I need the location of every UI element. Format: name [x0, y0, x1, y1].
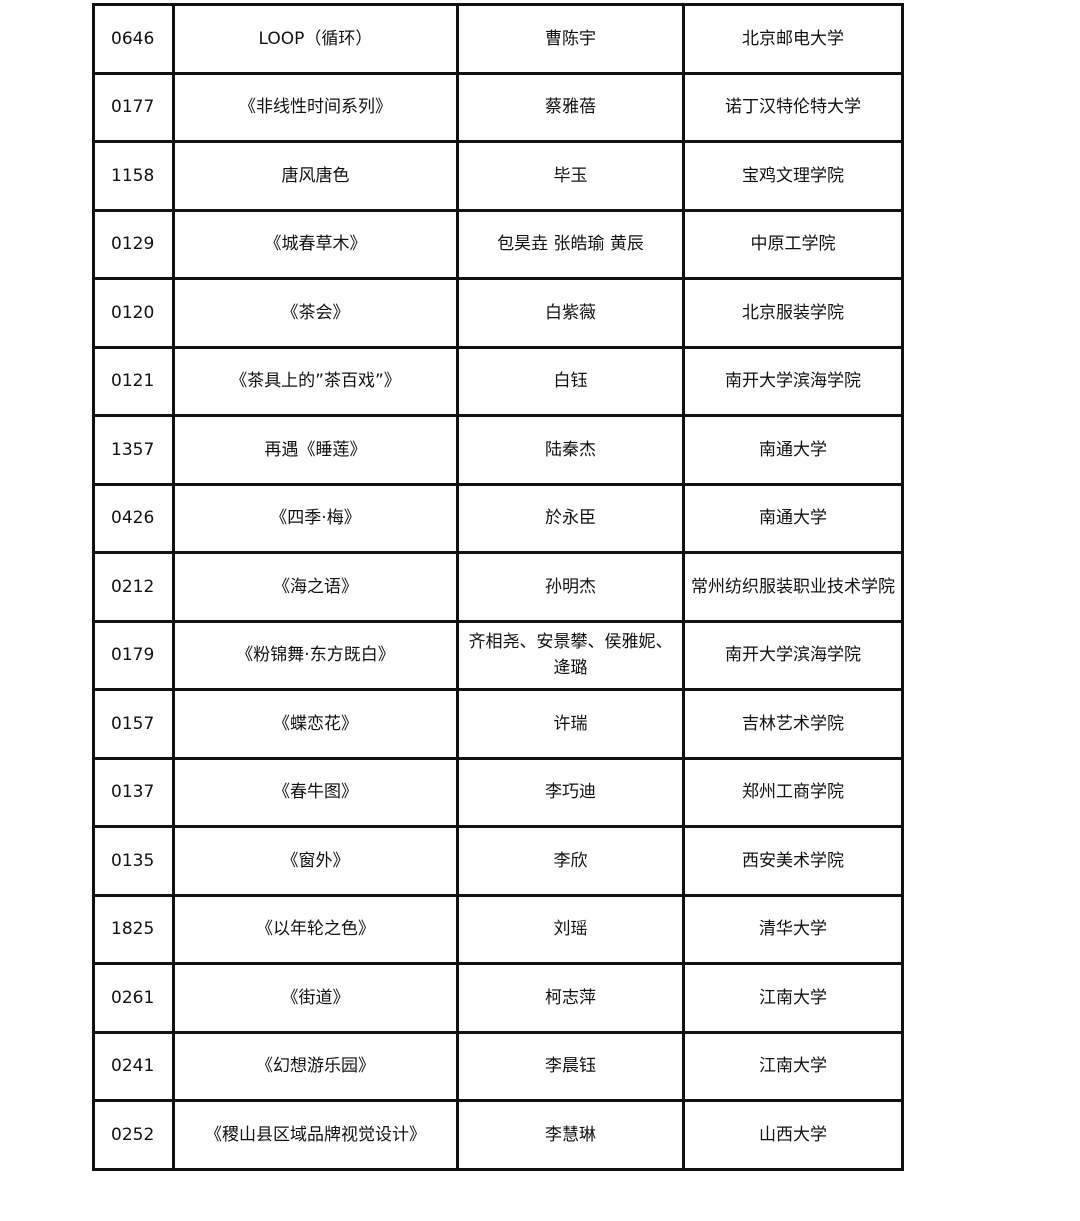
author-cell: 毕玉 [456, 140, 685, 212]
author-cell: 蔡雅蓓 [456, 71, 685, 143]
work-title-cell: 《非线性时间系列》 [172, 71, 459, 143]
table-row: 0241 《幻想游乐园》 李晨钰 江南大学 [92, 1030, 904, 1102]
work-title-cell: 《春牛图》 [172, 756, 459, 828]
table-row: 0157 《蝶恋花》 许瑞 吉林艺术学院 [92, 688, 904, 760]
table-row: 0177 《非线性时间系列》 蔡雅蓓 诺丁汉特伦特大学 [92, 71, 904, 143]
entry-code-cell: 0137 [92, 756, 175, 828]
entry-code-cell: 0212 [92, 551, 175, 623]
work-title-cell: 《街道》 [172, 962, 459, 1034]
work-title-cell: 《稷山县区域品牌视觉设计》 [172, 1099, 459, 1171]
author-cell: 白紫薇 [456, 277, 685, 349]
institution-cell: 江南大学 [682, 1030, 904, 1102]
table-row: 0129 《城春草木》 包昊垚 张皓瑜 黄辰 中原工学院 [92, 208, 904, 280]
entry-code-cell: 0177 [92, 71, 175, 143]
table-body: 0646 LOOP（循环） 曹陈宇 北京邮电大学 0177 《非线性时间系列》 蔡雅蓓 诺丁汉… [92, 3, 904, 1171]
entry-code-cell: 0135 [92, 825, 175, 897]
author-cell: 李晨钰 [456, 1030, 685, 1102]
work-title-cell: 唐风唐色 [172, 140, 459, 212]
institution-cell: 吉林艺术学院 [682, 688, 904, 760]
institution-cell: 南通大学 [682, 482, 904, 554]
author-cell: 李欣 [456, 825, 685, 897]
work-title-cell: 《海之语》 [172, 551, 459, 623]
work-title-cell: 《粉锦舞·东方既白》 [172, 619, 459, 691]
table-row: 0135 《窗外》 李欣 西安美术学院 [92, 825, 904, 897]
institution-cell: 清华大学 [682, 893, 904, 965]
table-row: 0252 《稷山县区域品牌视觉设计》 李慧琳 山西大学 [92, 1099, 904, 1171]
entry-code-cell: 0121 [92, 345, 175, 417]
institution-cell: 诺丁汉特伦特大学 [682, 71, 904, 143]
institution-cell: 西安美术学院 [682, 825, 904, 897]
institution-cell: 中原工学院 [682, 208, 904, 280]
work-title-cell: 《城春草木》 [172, 208, 459, 280]
entry-code-cell: 1158 [92, 140, 175, 212]
table-row: 1158 唐风唐色 毕玉 宝鸡文理学院 [92, 140, 904, 212]
author-cell: 李巧迪 [456, 756, 685, 828]
table-row: 0212 《海之语》 孙明杰 常州纺织服装职业技术学院 [92, 551, 904, 623]
institution-cell: 北京邮电大学 [682, 3, 904, 75]
work-title-cell: 《四季·梅》 [172, 482, 459, 554]
entry-code-cell: 0157 [92, 688, 175, 760]
table-row: 0261 《街道》 柯志萍 江南大学 [92, 962, 904, 1034]
entry-code-cell: 0129 [92, 208, 175, 280]
table-row: 0646 LOOP（循环） 曹陈宇 北京邮电大学 [92, 3, 904, 75]
table-row: 1357 再遇《睡莲》 陆秦杰 南通大学 [92, 414, 904, 486]
entry-code-cell: 0426 [92, 482, 175, 554]
author-cell: 刘瑶 [456, 893, 685, 965]
institution-cell: 南开大学滨海学院 [682, 345, 904, 417]
author-cell: 许瑞 [456, 688, 685, 760]
results-table: 0646 LOOP（循环） 曹陈宇 北京邮电大学 0177 《非线性时间系列》 蔡雅蓓 诺丁汉… [92, 3, 904, 1171]
work-title-cell: 《以年轮之色》 [172, 893, 459, 965]
work-title-cell: 《幻想游乐园》 [172, 1030, 459, 1102]
author-cell: 柯志萍 [456, 962, 685, 1034]
entry-code-cell: 1825 [92, 893, 175, 965]
table-row: 0120 《茶会》 白紫薇 北京服装学院 [92, 277, 904, 349]
author-cell: 孙明杰 [456, 551, 685, 623]
institution-cell: 江南大学 [682, 962, 904, 1034]
entry-code-cell: 0241 [92, 1030, 175, 1102]
work-title-cell: 《茶会》 [172, 277, 459, 349]
entry-code-cell: 0120 [92, 277, 175, 349]
table-row: 0121 《茶具上的”茶百戏”》 白钰 南开大学滨海学院 [92, 345, 904, 417]
work-title-cell: LOOP（循环） [172, 3, 459, 75]
author-cell: 曹陈宇 [456, 3, 685, 75]
table-row: 0426 《四季·梅》 於永臣 南通大学 [92, 482, 904, 554]
entry-code-cell: 0179 [92, 619, 175, 691]
author-cell: 李慧琳 [456, 1099, 685, 1171]
institution-cell: 宝鸡文理学院 [682, 140, 904, 212]
work-title-cell: 《茶具上的”茶百戏”》 [172, 345, 459, 417]
table-row: 0137 《春牛图》 李巧迪 郑州工商学院 [92, 756, 904, 828]
author-cell: 於永臣 [456, 482, 685, 554]
table-row: 0179 《粉锦舞·东方既白》 齐相尧、安景攀、侯雅妮、逄璐 南开大学滨海学院 [92, 619, 904, 691]
institution-cell: 山西大学 [682, 1099, 904, 1171]
entry-code-cell: 0261 [92, 962, 175, 1034]
author-cell: 包昊垚 张皓瑜 黄辰 [456, 208, 685, 280]
entry-code-cell: 0252 [92, 1099, 175, 1171]
institution-cell: 北京服装学院 [682, 277, 904, 349]
institution-cell: 南通大学 [682, 414, 904, 486]
table-row: 1825 《以年轮之色》 刘瑶 清华大学 [92, 893, 904, 965]
author-cell: 陆秦杰 [456, 414, 685, 486]
institution-cell: 常州纺织服装职业技术学院 [682, 551, 904, 623]
work-title-cell: 《窗外》 [172, 825, 459, 897]
institution-cell: 南开大学滨海学院 [682, 619, 904, 691]
work-title-cell: 再遇《睡莲》 [172, 414, 459, 486]
entry-code-cell: 0646 [92, 3, 175, 75]
author-cell: 齐相尧、安景攀、侯雅妮、逄璐 [456, 619, 685, 691]
entry-code-cell: 1357 [92, 414, 175, 486]
author-cell: 白钰 [456, 345, 685, 417]
institution-cell: 郑州工商学院 [682, 756, 904, 828]
work-title-cell: 《蝶恋花》 [172, 688, 459, 760]
